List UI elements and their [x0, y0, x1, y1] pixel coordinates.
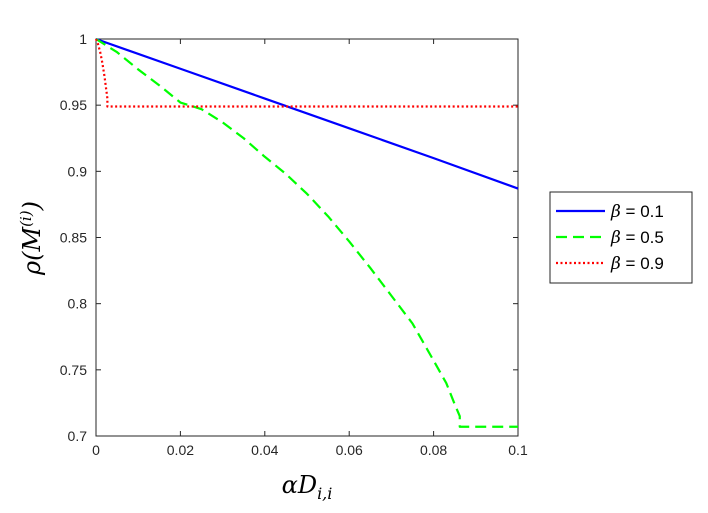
legend-value: = 0.9 [621, 254, 664, 273]
y-axis-label: ρ(M(i)) [17, 201, 46, 276]
y-tick-label: 0.95 [60, 97, 87, 113]
axis-ticks: 0 0.02 0.04 0.06 0.08 0.1 0.7 0.75 0.8 0.85 0.9 0.9… [60, 31, 528, 458]
legend-value: = 0.5 [621, 228, 664, 247]
x-tick-label: 0.1 [508, 442, 528, 458]
y-tick-label: 0.85 [60, 230, 87, 246]
y-tick-label: 0.7 [68, 428, 88, 444]
y-tick-label: 0.9 [68, 163, 88, 179]
x-tick-label: 0.06 [336, 442, 363, 458]
x-tick-label: 0 [92, 442, 100, 458]
legend-items: β = 0.1β = 0.5β = 0.9 [556, 202, 664, 274]
x-tick-label: 0.02 [167, 442, 194, 458]
legend-label-3: β = 0.9 [610, 254, 664, 274]
series-line-2 [95, 38, 518, 428]
x-axis-label: αDi,i [282, 471, 333, 503]
series-layer [94, 37, 519, 428]
legend-label-1: β = 0.1 [610, 202, 664, 222]
plot-area [95, 38, 519, 437]
legend-value: = 0.1 [621, 202, 664, 221]
legend-symbol: β [610, 202, 621, 222]
x-tick-label: 0.04 [251, 442, 278, 458]
legend: β = 0.1β = 0.5β = 0.9 [549, 191, 693, 284]
legend-label-2: β = 0.5 [610, 228, 664, 248]
y-tick-label: 0.8 [68, 296, 88, 312]
y-tick-label: 1 [79, 31, 87, 47]
legend-symbol: β [610, 228, 621, 248]
legend-symbol: β [610, 254, 621, 274]
y-tick-label: 0.75 [60, 362, 87, 378]
series-line-1 [95, 37, 519, 190]
x-tick-label: 0.08 [420, 442, 447, 458]
